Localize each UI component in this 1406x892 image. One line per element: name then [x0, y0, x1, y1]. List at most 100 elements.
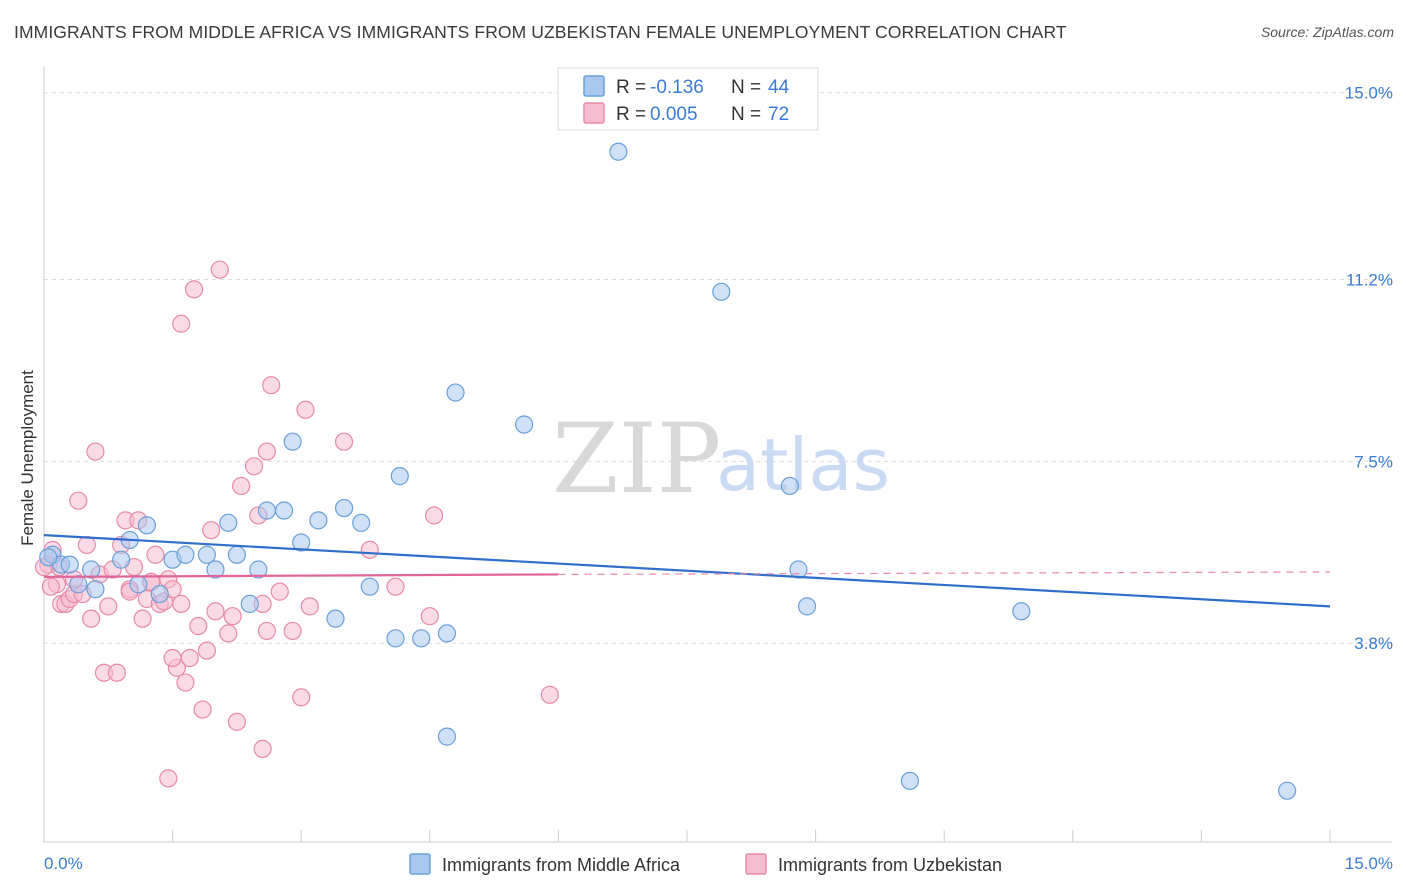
legend-r-label-1: R =	[616, 77, 646, 98]
uzbekistan-point-41	[219, 624, 238, 643]
middle-africa-point-17	[249, 560, 268, 579]
uzbekistan-point-70	[163, 648, 182, 668]
middle-africa-point-7	[129, 575, 148, 594]
uzbekistan-point-7	[69, 491, 88, 510]
uzbekistan-point-40	[210, 260, 229, 279]
source-credit: Source: ZipAtlas.com	[1260, 24, 1394, 40]
middle-africa-point-20	[283, 432, 302, 451]
uzbekistan-point-61	[540, 685, 559, 704]
middle-africa-point-21	[292, 533, 311, 552]
bottom-legend-label-2: Immigrants from Uzbekistan	[778, 855, 1002, 875]
uzbekistan-point-53	[292, 688, 311, 707]
uzbekistan-point-56	[334, 432, 354, 451]
middle-africa-point-39	[900, 771, 920, 790]
middle-africa-point-33	[515, 415, 534, 434]
legend-r-label-2: R =	[616, 104, 646, 125]
uzbekistan-point-65	[159, 769, 178, 788]
y-tick-label-1: 7.5%	[1354, 452, 1393, 471]
uzbekistan-point-49	[257, 442, 277, 461]
axes	[43, 66, 1392, 843]
watermark: ZIP atlas	[552, 403, 890, 515]
uzbekistan-point-30	[172, 594, 191, 614]
middle-africa-point-19	[274, 501, 294, 520]
x-tick-label-1: 15.0%	[1345, 854, 1393, 873]
uzbekistan-point-32	[176, 673, 195, 692]
y-tick-labels: 3.8% 7.5% 11.2% 15.0%	[1345, 84, 1393, 653]
uzbekistan-point-36	[193, 700, 212, 719]
watermark-zip: ZIP	[552, 403, 721, 515]
uzbekistan-point-34	[184, 280, 204, 299]
middle-africa-point-31	[446, 383, 465, 402]
uzbekistan-point-10	[82, 609, 101, 628]
legend-n-label-1: N =	[731, 77, 761, 98]
middle-africa-point-28	[390, 467, 409, 486]
uzbekistan-point-60	[424, 506, 444, 525]
middle-africa-point-2	[60, 555, 79, 574]
middle-africa-point-35	[712, 282, 731, 301]
middle-africa-point-3	[69, 575, 88, 594]
middle-africa-point-23	[326, 609, 345, 628]
middle-africa-point-16	[240, 594, 259, 614]
middle-africa-point-42	[39, 548, 58, 567]
watermark-atlas: atlas	[716, 423, 890, 507]
middle-africa-point-34	[609, 142, 628, 161]
middle-africa-point-11	[176, 545, 195, 564]
middle-africa-point-26	[360, 577, 379, 596]
middle-africa-point-32	[437, 727, 457, 746]
bottom-legend-swatch-blue	[409, 853, 431, 875]
bottom-legend: Immigrants from Middle Africa Immigrants…	[409, 853, 1002, 875]
middle-africa-point-8	[137, 516, 156, 535]
middle-africa-point-22	[309, 511, 328, 530]
legend-box: R = -0.136 N = 44 R = 0.005 N = 72	[557, 67, 819, 131]
uzbekistan-point-52	[283, 621, 302, 641]
x-tick-labels: 0.0% 15.0%	[44, 854, 1393, 873]
x-tick-label-0: 0.0%	[44, 854, 83, 873]
middle-africa-point-15	[227, 545, 246, 564]
middle-africa-point-36	[780, 476, 799, 496]
legend-n-label-2: N =	[731, 104, 761, 125]
uzbekistan-point-54	[300, 597, 319, 616]
y-axis-title: Female Unemployment	[18, 370, 37, 546]
legend-r-value-2: 0.005	[650, 104, 698, 125]
middle-africa-point-24	[334, 498, 354, 518]
uzbekistan-point-67	[99, 597, 118, 616]
uzbekistan-point-50	[262, 376, 281, 395]
middle-africa-point-38	[797, 597, 817, 616]
middle-africa-point-13	[206, 560, 225, 579]
uzbekistan-point-24	[146, 545, 165, 564]
series-uzbekistan-points	[34, 260, 559, 788]
legend-r-value-1: -0.136	[650, 77, 704, 98]
uzbekistan-point-33	[180, 648, 199, 668]
uzbekistan-point-39	[206, 602, 225, 621]
trend-lines	[43, 533, 1331, 608]
uzbekistan-point-59	[420, 607, 439, 626]
chart-title: IMMIGRANTS FROM MIDDLE AFRICA VS IMMIGRA…	[14, 22, 1067, 42]
middle-africa-point-40	[1012, 602, 1031, 621]
middle-africa-point-41	[1278, 781, 1297, 800]
legend-swatch-pink	[583, 102, 605, 124]
uzbekistan-point-38	[202, 521, 221, 540]
middle-africa-point-4	[86, 580, 105, 599]
uzbekistan-point-66	[253, 739, 272, 759]
y-tick-label-0: 3.8%	[1354, 634, 1393, 653]
uzbekistan-point-31	[172, 314, 191, 333]
uzbekistan-point-63	[41, 577, 60, 596]
middle-africa-point-43	[82, 560, 101, 579]
uzbekistan-point-42	[223, 607, 242, 626]
uzbekistan-point-11	[86, 442, 105, 461]
uzbekistan-point-9	[77, 535, 96, 555]
trend-line-uzbekistan	[43, 573, 559, 578]
uzbekistan-point-55	[296, 400, 315, 419]
legend-swatch-blue	[583, 75, 605, 97]
legend-n-value-1: 44	[768, 77, 790, 98]
middle-africa-point-25	[352, 513, 371, 532]
uzbekistan-point-48	[257, 621, 277, 641]
y-tick-label-3: 15.0%	[1345, 84, 1393, 103]
uzbekistan-point-58	[386, 577, 405, 596]
uzbekistan-point-15	[107, 663, 126, 682]
uzbekistan-point-43	[227, 712, 246, 731]
middle-africa-point-29	[412, 629, 431, 648]
uzbekistan-point-57	[360, 540, 379, 559]
middle-africa-point-5	[112, 550, 131, 569]
